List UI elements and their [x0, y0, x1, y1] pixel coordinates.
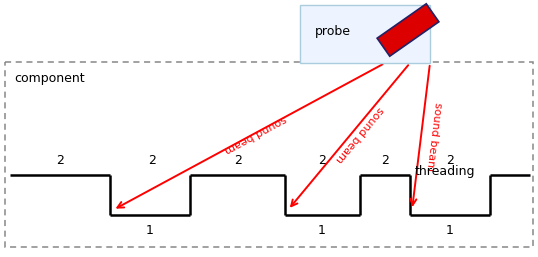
Text: sound beam: sound beam	[222, 113, 288, 155]
Text: 2: 2	[148, 154, 156, 167]
Text: 1: 1	[446, 224, 454, 237]
Text: 2: 2	[234, 154, 242, 167]
Text: sound beam: sound beam	[333, 105, 385, 164]
Bar	[5, 62, 533, 247]
Text: 2: 2	[56, 154, 64, 167]
Text: 1: 1	[146, 224, 154, 237]
Text: 1: 1	[318, 224, 326, 237]
Text: 2: 2	[381, 154, 389, 167]
Text: probe: probe	[315, 25, 351, 39]
Bar	[300, 5, 430, 63]
Text: threading: threading	[415, 166, 476, 179]
Text: component: component	[14, 72, 84, 85]
Text: sound beam: sound beam	[424, 101, 443, 171]
Text: 2: 2	[318, 154, 326, 167]
Bar	[377, 4, 439, 56]
Text: 2: 2	[446, 154, 454, 167]
